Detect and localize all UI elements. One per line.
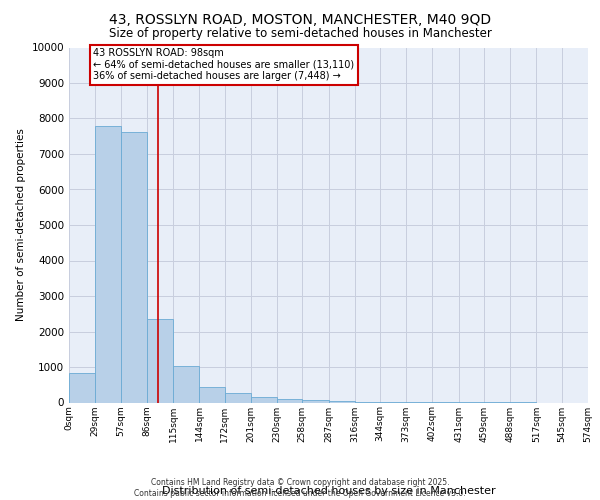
Text: 43 ROSSLYN ROAD: 98sqm
← 64% of semi-detached houses are smaller (13,110)
36% of: 43 ROSSLYN ROAD: 98sqm ← 64% of semi-det…: [94, 48, 355, 82]
Bar: [121, 132, 147, 402]
Bar: [302, 400, 329, 402]
Bar: [173, 366, 199, 403]
Bar: [224, 393, 251, 402]
Bar: [95, 126, 121, 402]
X-axis label: Distribution of semi-detached houses by size in Manchester: Distribution of semi-detached houses by …: [161, 486, 496, 496]
Text: Contains HM Land Registry data © Crown copyright and database right 2025.
Contai: Contains HM Land Registry data © Crown c…: [134, 478, 466, 498]
Text: Size of property relative to semi-detached houses in Manchester: Size of property relative to semi-detach…: [109, 28, 491, 40]
Bar: [69, 374, 95, 402]
Y-axis label: Number of semi-detached properties: Number of semi-detached properties: [16, 128, 26, 322]
Bar: [277, 398, 302, 402]
Bar: [329, 401, 355, 402]
Bar: [251, 397, 277, 402]
Text: 43, ROSSLYN ROAD, MOSTON, MANCHESTER, M40 9QD: 43, ROSSLYN ROAD, MOSTON, MANCHESTER, M4…: [109, 12, 491, 26]
Bar: [199, 386, 224, 402]
Bar: [147, 318, 173, 402]
